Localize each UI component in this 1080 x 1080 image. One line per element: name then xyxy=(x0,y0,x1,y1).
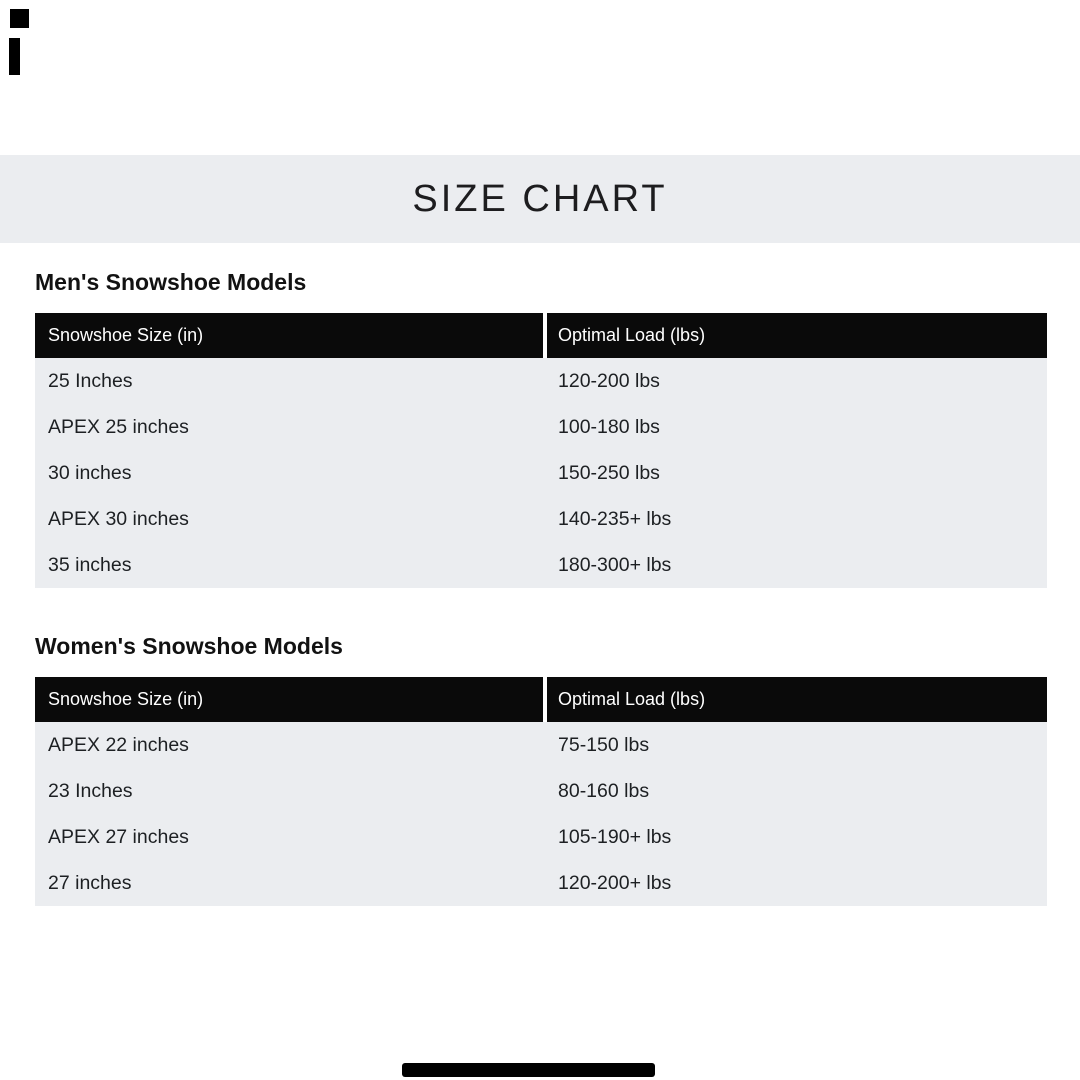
load-cell: 120-200 lbs xyxy=(558,370,660,392)
mens-snowshoe-section: Men's Snowshoe Models Snowshoe Size (in) O… xyxy=(35,266,1047,588)
table-row: APEX 22 inches 75-150 lbs xyxy=(35,722,1047,768)
mens-table-header-row: Snowshoe Size (in) Optimal Load (lbs) xyxy=(35,313,1047,358)
size-cell: 35 inches xyxy=(48,554,132,576)
womens-section-title: Women's Snowshoe Models xyxy=(35,633,343,659)
load-cell: 100-180 lbs xyxy=(558,416,660,438)
table-row: APEX 25 inches 100-180 lbs xyxy=(35,404,1047,450)
size-cell: APEX 30 inches xyxy=(48,508,189,530)
table-row: 25 Inches 120-200 lbs xyxy=(35,358,1047,404)
mens-column-header-load: Optimal Load (lbs) xyxy=(547,313,1047,358)
size-cell: 30 inches xyxy=(48,462,132,484)
load-cell: 80-160 lbs xyxy=(558,780,650,802)
page-title: SIZE CHART xyxy=(412,177,668,220)
mens-column-header-size: Snowshoe Size (in) xyxy=(35,313,543,358)
size-cell: 23 Inches xyxy=(48,780,133,802)
womens-column-header-load: Optimal Load (lbs) xyxy=(547,677,1047,722)
mens-table-body: 25 Inches 120-200 lbs APEX 25 inches 100-18… xyxy=(35,358,1047,588)
size-cell: APEX 22 inches xyxy=(48,734,189,756)
table-row: 35 inches 180-300+ lbs xyxy=(35,542,1047,588)
womens-table-body: APEX 22 inches 75-150 lbs 23 Inches 80-160 … xyxy=(35,722,1047,906)
home-indicator-bar xyxy=(402,1063,655,1077)
load-cell: 150-250 lbs xyxy=(558,462,660,484)
mens-size-table: Snowshoe Size (in) Optimal Load (lbs) 25 I… xyxy=(35,313,1047,588)
size-cell: 27 inches xyxy=(48,872,132,894)
table-row: 23 Inches 80-160 lbs xyxy=(35,768,1047,814)
womens-snowshoe-section: Women's Snowshoe Models Snowshoe Size (in… xyxy=(35,630,1047,906)
womens-size-table: Snowshoe Size (in) Optimal Load (lbs) APEX… xyxy=(35,677,1047,906)
table-row: APEX 27 inches 105-190+ lbs xyxy=(35,814,1047,860)
load-cell: 75-150 lbs xyxy=(558,734,650,756)
mens-section-title: Men's Snowshoe Models xyxy=(35,269,307,295)
size-chart-title-band: SIZE CHART xyxy=(0,155,1080,243)
size-cell: APEX 27 inches xyxy=(48,826,189,848)
table-row: APEX 30 inches 140-235+ lbs xyxy=(35,496,1047,542)
table-row: 30 inches 150-250 lbs xyxy=(35,450,1047,496)
corner-mark-square xyxy=(10,9,29,28)
load-cell: 140-235+ lbs xyxy=(558,508,672,530)
womens-column-header-size: Snowshoe Size (in) xyxy=(35,677,543,722)
size-cell: 25 Inches xyxy=(48,370,133,392)
load-cell: 180-300+ lbs xyxy=(558,554,672,576)
womens-table-header-row: Snowshoe Size (in) Optimal Load (lbs) xyxy=(35,677,1047,722)
corner-mark-bar xyxy=(9,38,20,75)
table-row: 27 inches 120-200+ lbs xyxy=(35,860,1047,906)
load-cell: 120-200+ lbs xyxy=(558,872,672,894)
size-cell: APEX 25 inches xyxy=(48,416,189,438)
load-cell: 105-190+ lbs xyxy=(558,826,672,848)
